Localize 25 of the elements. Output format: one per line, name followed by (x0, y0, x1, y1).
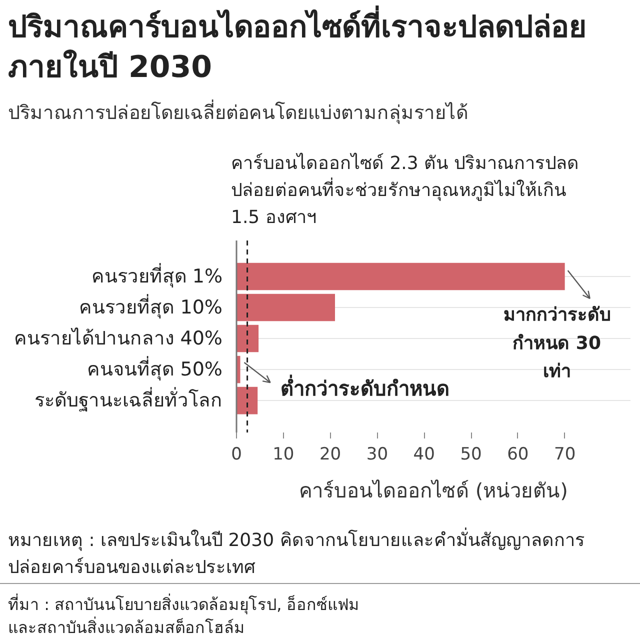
x-tick-label: 70 (554, 444, 576, 464)
y-tick-label: คนรวยที่สุด 10% (79, 294, 223, 320)
y-tick-label: ระดับฐานะเฉลี่ยทั่วโลก (34, 386, 222, 412)
y-tick-label: คนรายได้ปานกลาง 40% (14, 328, 223, 350)
x-tick-label: 0 (231, 444, 242, 464)
x-tick-label: 10 (272, 444, 294, 464)
bar (236, 294, 335, 322)
ref-line-label: คาร์บอนไดออกไซด์ 2.3 ตัน ปริมาณการปลดปล่อยต่อคนที่จะช่วยรักษาอุณหภูมิไม่ให้เกิน 1.5 องศาฯ (231, 152, 580, 230)
x-tick-label: 40 (413, 444, 435, 464)
annotation: ต่ำกว่าระดับกำหนด (280, 374, 450, 401)
x-tick-label: 30 (366, 444, 388, 464)
annotation: มากกว่าระดับกำหนด 30 เท่า (503, 304, 610, 382)
x-tick-label: 50 (460, 444, 482, 464)
x-axis-title: คาร์บอนไดออกไซด์ (หน่วยตัน) (299, 478, 568, 502)
bar (236, 262, 565, 290)
text: หมายเหตุ : เลขประเมินในปี 2030 คิดจากนโยบายและคำมั่นสัญญาลดการปล่อยคาร์บอนของแต่ละประเทศ (7, 526, 586, 580)
chart-subtitle: ปริมาณการปล่อยโดยเฉลี่ยต่อคนโดยแบ่งตามกลุ่มรายได้ (7, 98, 469, 126)
x-tick-label: 20 (319, 444, 342, 464)
y-tick-label: คนจนที่สุด 50% (87, 356, 223, 382)
x-tick-label: 60 (507, 444, 529, 464)
y-tick-label: คนรวยที่สุด 1% (91, 262, 223, 288)
text: ที่มา : สถาบันนโยบายสิ่งแวดล้อมยุโรป, อ็อกซ์แฟม และสถาบันสิ่งแวดล้อมสต็อกโฮล์ม (7, 592, 361, 639)
bar (236, 324, 259, 352)
chart-title: ปริมาณคาร์บอนไดออกไซด์ที่เราจะปลดปล่อยภายในปี 2030 (7, 4, 588, 87)
bar (236, 386, 258, 414)
